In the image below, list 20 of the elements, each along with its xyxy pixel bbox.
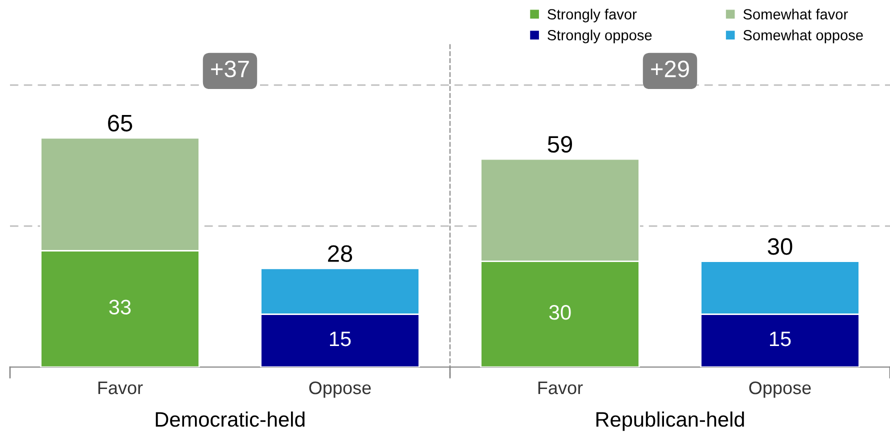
data-label: 33 [109, 300, 131, 315]
annotation: +29 [651, 60, 689, 78]
x-tick-label: Oppose [309, 381, 371, 398]
total-label: 65 [108, 114, 132, 132]
legend-label: Strongly oppose [548, 30, 652, 44]
annotation: +37 [211, 60, 249, 78]
text: Republican-held [596, 411, 744, 431]
legend-label: Somewhat oppose [743, 30, 863, 44]
legend-label: Strongly favor [548, 8, 637, 22]
data-label: 15 [770, 332, 791, 346]
total-label: 59 [548, 136, 572, 153]
data-label: 15 [330, 332, 351, 346]
text: Democratic-held [156, 411, 304, 427]
x-tick-label: Favor [538, 382, 583, 394]
total-label: 30 [768, 238, 792, 255]
x-tick-label: Oppose [749, 381, 811, 398]
x-tick-label: Favor [98, 382, 143, 394]
legend-label: Somewhat favor [743, 8, 848, 20]
total-label: 28 [328, 245, 352, 262]
data-label: 30 [549, 305, 571, 320]
